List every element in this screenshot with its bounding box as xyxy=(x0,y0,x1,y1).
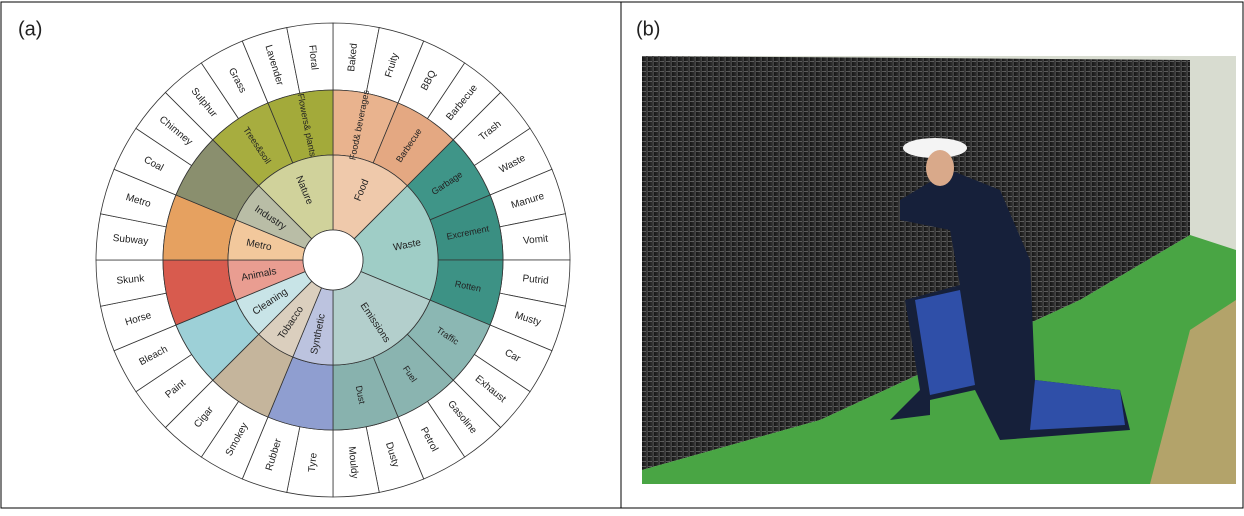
figure: (a) (b) BakedFruityFood& beveragesBBQBar… xyxy=(0,0,1244,511)
wheel-hole xyxy=(303,230,363,290)
panel-label: (b) xyxy=(636,18,660,40)
face xyxy=(926,150,954,186)
photo xyxy=(642,56,1236,484)
panel-label: (a) xyxy=(18,18,42,40)
wheel-label: Tyre xyxy=(307,452,320,473)
